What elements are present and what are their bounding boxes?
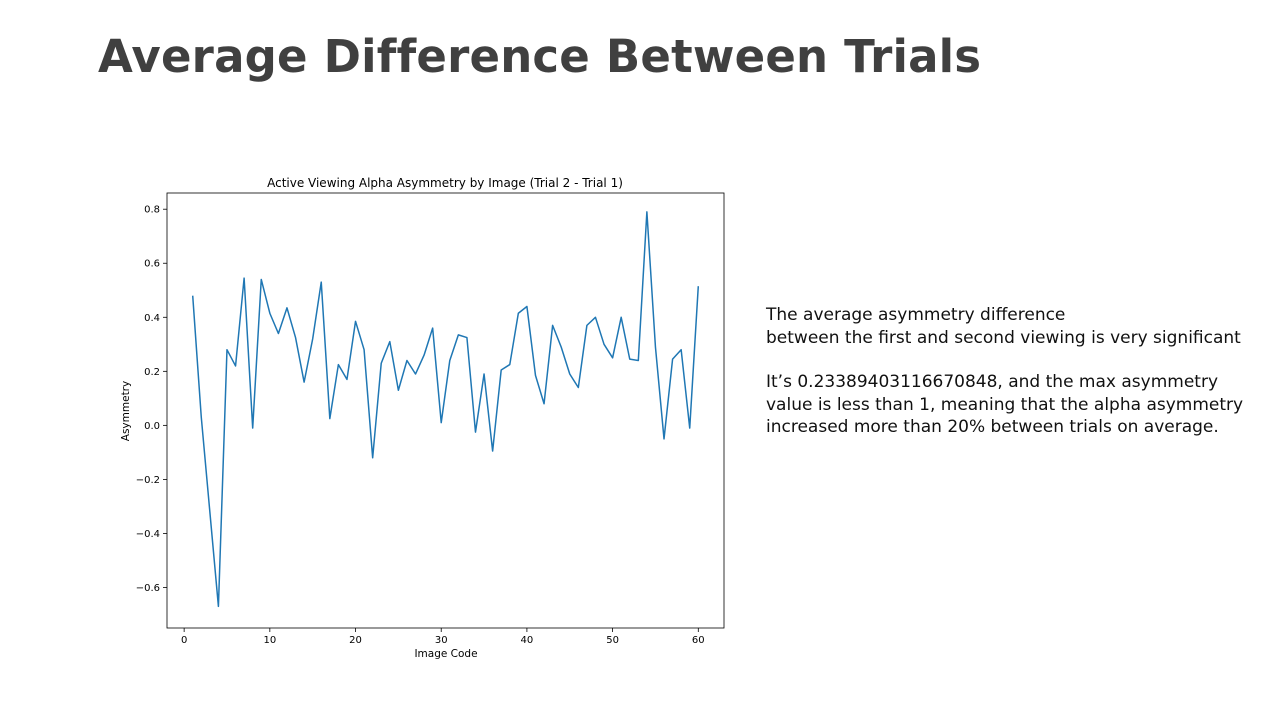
x-tick-label: 0 [181,635,187,646]
x-tick-label: 10 [263,635,276,646]
plot-frame [166,192,725,629]
y-tick-label: 0.6 [144,259,160,270]
y-tick-label: −0.2 [136,475,160,486]
slide-title: Average Difference Between Trials [98,30,982,83]
x-tick-label: 50 [606,635,619,646]
summary-line: The average asymmetry difference [766,305,1066,325]
summary-line: increased more than 20% between trials o… [766,417,1219,437]
series-line [191,211,700,608]
y-tick-label: −0.4 [136,529,160,540]
summary-line: between the first and second viewing is … [766,327,1241,348]
y-tick-label: 0.0 [144,421,160,432]
y-tick-label: 0.2 [144,367,160,378]
y-axis: −0.6 −0.4 −0.2 0.0 0.2 0.4 0.6 0.8 [136,205,167,594]
x-tick-label: 30 [435,635,448,646]
x-tick-label: 60 [692,635,705,646]
x-tick-label: 20 [349,635,362,646]
x-axis: 0 10 20 30 40 50 60 [181,628,705,646]
y-tick-label: −0.6 [136,583,160,594]
x-axis-label: Image Code [414,648,477,660]
summary-text: The average asymmetry difference between… [766,304,1266,439]
y-tick-label: 0.8 [144,205,160,216]
line-chart: Active Viewing Alpha Asymmetry by Image … [120,176,725,660]
y-tick-label: 0.4 [144,313,160,324]
chart-container: Active Viewing Alpha Asymmetry by Image … [110,168,740,668]
summary-line: value is less than 1, meaning that the a… [766,394,1244,415]
chart-title: Active Viewing Alpha Asymmetry by Image … [267,176,623,190]
x-tick-label: 40 [521,635,534,646]
summary-line: It’s 0.23389403116670848, and the max as… [766,372,1219,392]
y-axis-label: Asymmetry [120,381,132,441]
